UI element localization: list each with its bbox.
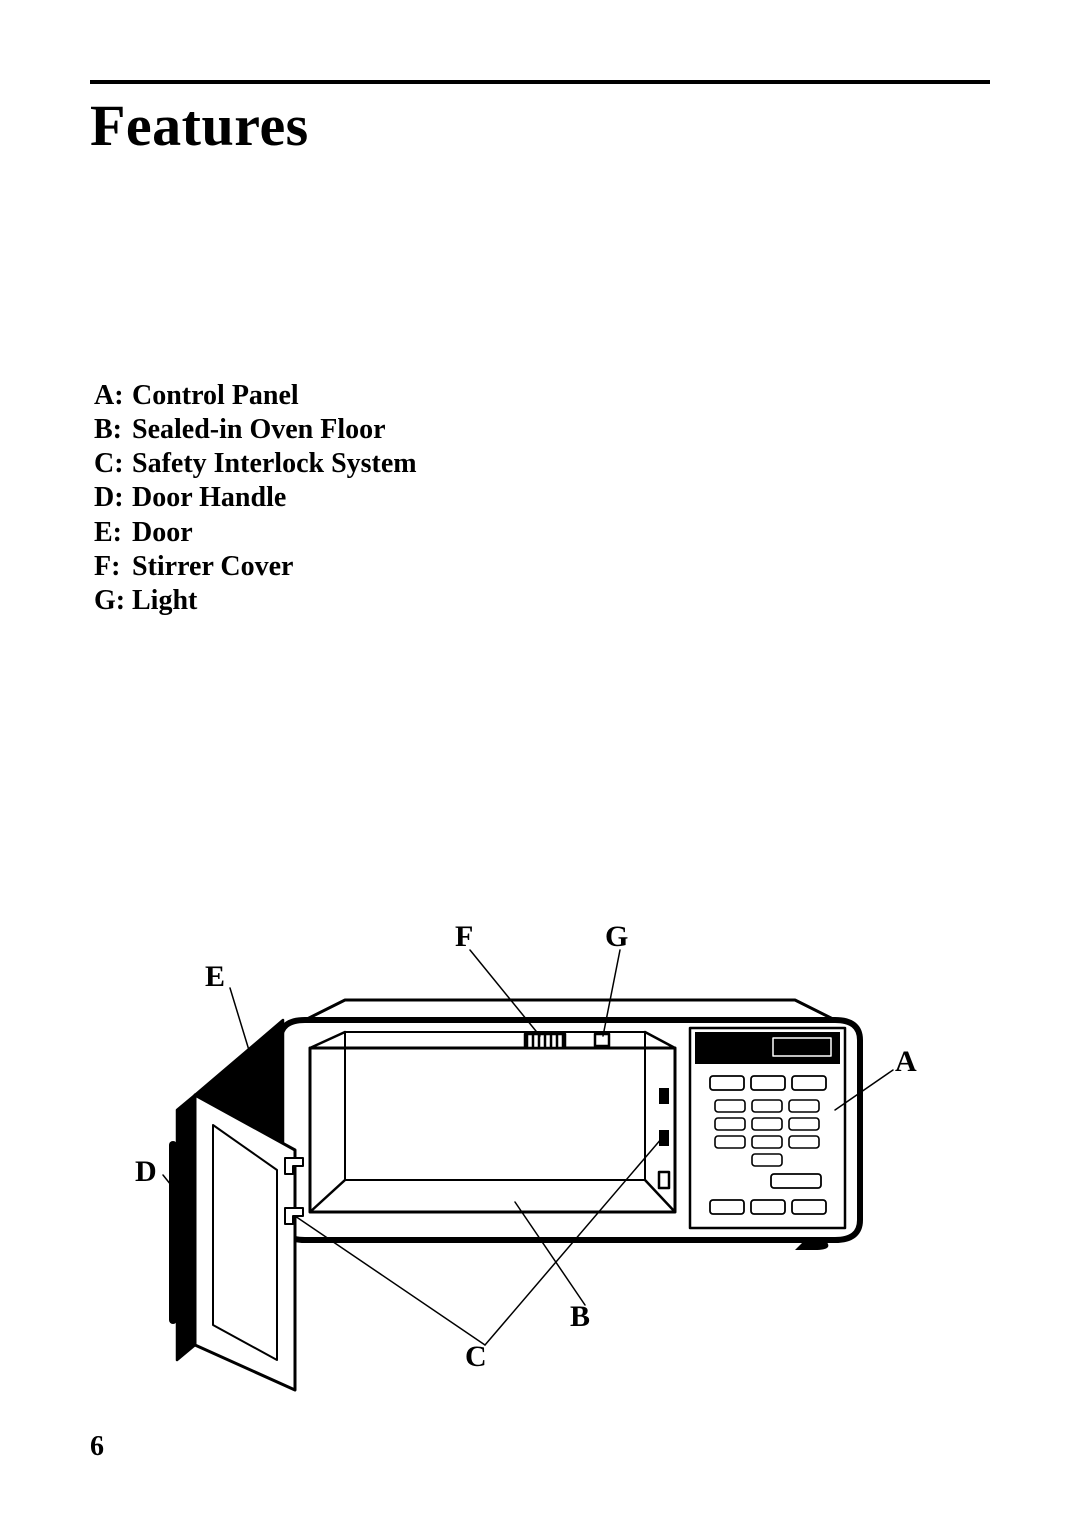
feature-text: Sealed-in Oven Floor: [132, 413, 386, 447]
callout-A: A: [895, 1045, 917, 1079]
feature-label: A:: [94, 379, 132, 413]
microwave-svg: [135, 920, 955, 1420]
feature-item: D: Door Handle: [94, 481, 990, 515]
callout-E: E: [205, 960, 225, 994]
feature-label: F:: [94, 550, 132, 584]
feature-item: E: Door: [94, 516, 990, 550]
feature-text: Door: [132, 516, 193, 550]
page-title: Features: [90, 92, 990, 159]
manual-page: Features A: Control Panel B: Sealed-in O…: [0, 0, 1080, 1533]
feature-label: E:: [94, 516, 132, 550]
top-rule: [90, 80, 990, 84]
callout-G: G: [605, 920, 628, 954]
page-number: 6: [90, 1431, 104, 1463]
feature-text: Door Handle: [132, 481, 286, 515]
feature-item: G: Light: [94, 584, 990, 618]
feature-item: A: Control Panel: [94, 379, 990, 413]
callout-F: F: [455, 920, 473, 954]
callout-D: D: [135, 1155, 157, 1189]
feature-text: Safety Interlock System: [132, 447, 417, 481]
callout-C: C: [465, 1340, 487, 1374]
feature-list: A: Control Panel B: Sealed-in Oven Floor…: [94, 379, 990, 618]
feature-item: B: Sealed-in Oven Floor: [94, 413, 990, 447]
feature-label: C:: [94, 447, 132, 481]
feature-text: Light: [132, 584, 197, 618]
microwave-diagram: E F G A D B C: [135, 920, 955, 1420]
feature-text: Stirrer Cover: [132, 550, 293, 584]
feature-item: C: Safety Interlock System: [94, 447, 990, 481]
feature-label: B:: [94, 413, 132, 447]
feature-text: Control Panel: [132, 379, 299, 413]
feature-label: G:: [94, 584, 132, 618]
feature-label: D:: [94, 481, 132, 515]
feature-item: F: Stirrer Cover: [94, 550, 990, 584]
callout-B: B: [570, 1300, 590, 1334]
